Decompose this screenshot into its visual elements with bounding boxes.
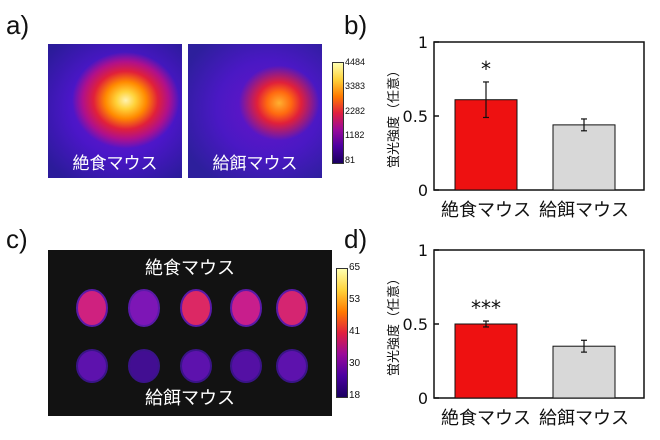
bar-chart-b: 0 0.5 1 蛍光強度（任意） * 絶食マウス 給餌マウス	[386, 33, 645, 221]
colorbar-c-tick: 41	[349, 326, 361, 337]
fed-row-caption: 給餌マウス	[145, 388, 235, 409]
fed-mouse-image: 給餌マウス	[188, 44, 322, 178]
fed-mouse-caption: 給餌マウス	[212, 154, 298, 174]
panel-label-b: b)	[344, 10, 368, 40]
fed-organ-spot	[276, 349, 308, 383]
colorbar-a-tick: 81	[345, 155, 356, 165]
bar	[454, 323, 518, 399]
x-category-label: 給餌マウス	[539, 200, 629, 221]
organ-spots	[76, 289, 308, 383]
colorbar-c-tick: 18	[349, 390, 361, 401]
colorbar-a	[332, 62, 344, 164]
fasted-mouse-image: 絶食マウス	[48, 44, 182, 178]
fed-organ-spot	[128, 349, 160, 383]
y-axis-label: 蛍光強度（任意）	[386, 272, 402, 376]
y-tick-label: 0	[418, 389, 428, 408]
y-tick-label: 0	[418, 181, 428, 200]
fasted-organ-spot	[180, 289, 212, 327]
bar	[552, 345, 616, 399]
y-tick-label: 0.5	[403, 107, 428, 126]
colorbar-c-tick: 65	[349, 262, 361, 273]
x-category-label: 絶食マウス	[441, 200, 531, 221]
fasted-organ-spot	[128, 289, 160, 327]
colorbar-a-tick: 3383	[345, 81, 366, 91]
fasted-row-caption: 絶食マウス	[145, 258, 235, 279]
y-tick-label: 1	[418, 33, 428, 52]
fed-organ-spot	[76, 349, 108, 383]
fed-organ-spot	[180, 349, 212, 383]
fasted-organ-spot	[76, 289, 108, 327]
fasted-organ-spot	[276, 289, 308, 327]
y-tick-label: 0.5	[403, 315, 428, 334]
significance-mark: *	[481, 57, 491, 81]
y-tick-label: 1	[418, 241, 428, 260]
colorbar-c-tick: 53	[349, 294, 361, 305]
fasted-organ-spot	[230, 289, 262, 327]
colorbar-c-tick: 30	[349, 358, 361, 369]
colorbar-a-tick: 2282	[345, 106, 366, 116]
x-category-label: 給餌マウス	[539, 408, 629, 429]
bar-chart-d: 0 0.5 1 蛍光強度（任意） *** 絶食マウス 給餌マウス	[386, 241, 645, 429]
organ-image: 絶食マウス 給餌マウス	[48, 250, 332, 416]
x-category-label: 絶食マウス	[441, 408, 531, 429]
panel-label-a: a)	[6, 10, 30, 40]
significance-mark: ***	[471, 296, 501, 320]
colorbar-a-tick: 1182	[345, 130, 365, 140]
colorbar-c	[336, 268, 348, 398]
panel-label-c: c)	[6, 224, 28, 254]
panel-label-d: d)	[344, 224, 368, 254]
fed-organ-spot	[230, 349, 262, 383]
y-axis-label: 蛍光強度（任意）	[386, 64, 402, 168]
fasted-mouse-caption: 絶食マウス	[72, 154, 158, 174]
bar	[552, 124, 616, 191]
colorbar-a-tick: 4484	[345, 57, 366, 67]
